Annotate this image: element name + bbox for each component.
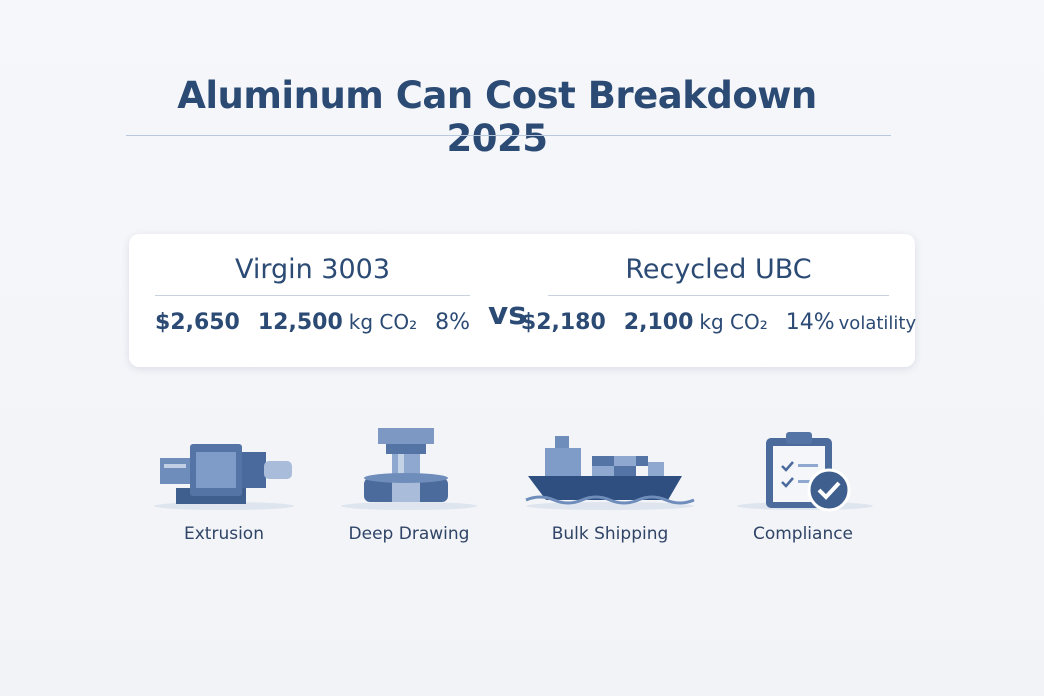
stage-label: Bulk Shipping <box>551 524 669 544</box>
stats: $2,180 2,100 kg CO₂ 14% volatility <box>521 310 916 335</box>
title-rule <box>126 135 891 136</box>
divider <box>155 295 470 296</box>
deep-drawing-icon <box>341 428 477 510</box>
emissions: 12,500 <box>257 310 343 335</box>
volatility-label: volatility <box>838 313 917 334</box>
emissions: 2,100 <box>623 310 694 335</box>
volatility: 14% <box>785 310 835 335</box>
price: $2,180 <box>520 310 606 335</box>
option-name: Recycled UBC <box>625 254 812 285</box>
option-name: Virgin 3003 <box>234 254 391 285</box>
title: Aluminum Can Cost Breakdown 2025 <box>177 74 817 160</box>
bulk-shipping-icon <box>525 436 695 510</box>
emissions-unit: kg CO₂ <box>348 310 418 334</box>
stage-label: Compliance <box>752 524 854 544</box>
extrusion-icon <box>154 444 294 510</box>
divider <box>548 295 889 296</box>
stage-label: Deep Drawing <box>348 524 470 544</box>
stage-label: Extrusion <box>184 524 264 544</box>
price: $2,650 <box>154 310 240 335</box>
right-option: Recycled UBC $2,180 2,100 kg CO₂ 14% vol… <box>521 234 916 367</box>
compliance-icon <box>737 432 873 512</box>
vs: vs <box>488 296 527 332</box>
stats: $2,650 12,500 kg CO₂ 8% <box>155 310 470 335</box>
left-option: Virgin 3003 $2,650 12,500 kg CO₂ 8% <box>155 234 470 367</box>
volatility: 8% <box>435 310 471 335</box>
comparison-card: Virgin 3003 $2,650 12,500 kg CO₂ 8% vs R… <box>129 234 916 367</box>
emissions-unit: kg CO₂ <box>699 310 768 334</box>
